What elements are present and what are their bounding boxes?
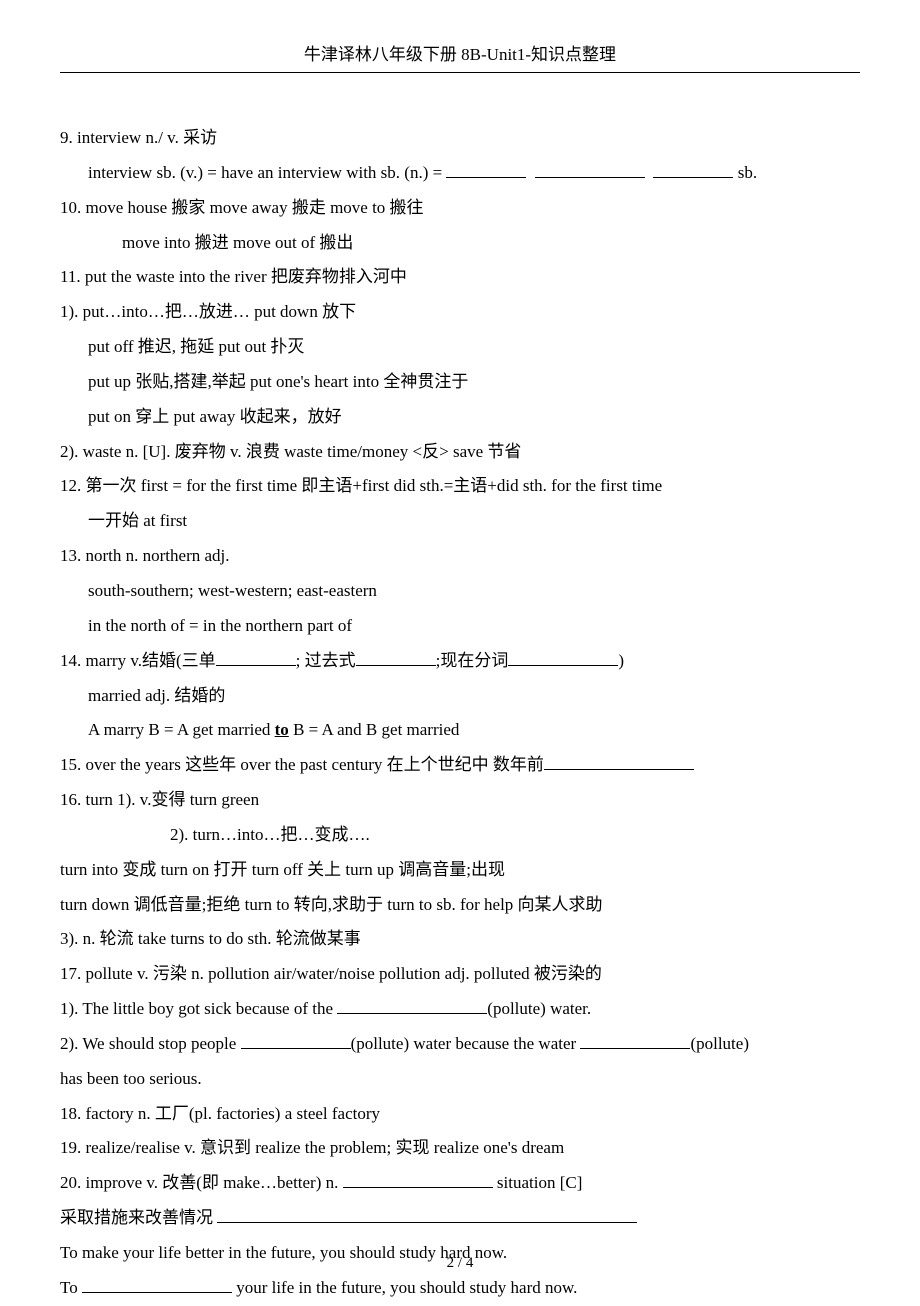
blank (356, 648, 436, 666)
item-16: 16. turn 1). v.变得 turn green (60, 783, 860, 818)
content-body: 9. interview n./ v. 采访 interview sb. (v.… (60, 121, 860, 1306)
blank (535, 160, 645, 178)
item-11-2: 2). waste n. [U]. 废弃物 v. 浪费 waste time/m… (60, 435, 860, 470)
text: To (60, 1278, 82, 1297)
item-14b: married adj. 结婚的 (60, 679, 860, 714)
blank (580, 1031, 690, 1049)
blank (446, 160, 526, 178)
item-12-sub: 一开始 at first (60, 504, 860, 539)
item-9-sub: interview sb. (v.) = have an interview w… (60, 156, 860, 191)
blank (653, 160, 733, 178)
item-14c: A marry B = A get married to B = A and B… (60, 713, 860, 748)
item-13c: in the north of = in the northern part o… (60, 609, 860, 644)
item-10: 10. move house 搬家 move away 搬走 move to 搬… (60, 191, 860, 226)
text: 14. marry v.结婚(三单 (60, 651, 216, 670)
text: situation [C] (493, 1173, 583, 1192)
item-15: 15. over the years 这些年 over the past cen… (60, 748, 860, 783)
item-9: 9. interview n./ v. 采访 (60, 121, 860, 156)
item-18: 18. factory n. 工厂(pl. factories) a steel… (60, 1097, 860, 1132)
text: (pollute) water because the water (351, 1034, 581, 1053)
text: sb. (733, 163, 757, 182)
blank (241, 1031, 351, 1049)
item-13b: south-southern; west-western; east-easte… (60, 574, 860, 609)
document-page: 牛津译林八年级下册 8B-Unit1-知识点整理 9. interview n.… (0, 0, 920, 1300)
item-16c: turn into 变成 turn on 打开 turn off 关上 turn… (60, 853, 860, 888)
item-10-sub: move into 搬进 move out of 搬出 (60, 226, 860, 261)
text: 2). We should stop people (60, 1034, 241, 1053)
text: (pollute) water. (487, 999, 591, 1018)
item-13: 13. north n. northern adj. (60, 539, 860, 574)
blank (337, 996, 487, 1014)
page-footer: 2 / 4 (0, 1255, 920, 1272)
underlined-to: to (275, 720, 289, 739)
item-11-1c: put up 张贴,搭建,举起 put one's heart into 全神贯… (60, 365, 860, 400)
text: 15. over the years 这些年 over the past cen… (60, 755, 544, 774)
item-20b: 采取措施来改善情况 (60, 1201, 860, 1236)
text: 20. improve v. 改善(即 make…better) n. (60, 1173, 343, 1192)
blank (217, 1205, 637, 1223)
item-16d: turn down 调低音量;拒绝 turn to 转向,求助于 turn to… (60, 888, 860, 923)
blank (544, 752, 694, 770)
blank (216, 648, 296, 666)
text: 1). The little boy got sick because of t… (60, 999, 337, 1018)
item-11-1d: put on 穿上 put away 收起来，放好 (60, 400, 860, 435)
item-16e: 3). n. 轮流 take turns to do sth. 轮流做某事 (60, 922, 860, 957)
text: (pollute) (690, 1034, 749, 1053)
page-number: 2 / 4 (447, 1255, 474, 1271)
item-14: 14. marry v.结婚(三单 ; 过去式 ;现在分词) (60, 644, 860, 679)
blank (508, 648, 618, 666)
item-11-1: 1). put…into…把…放进… put down 放下 (60, 295, 860, 330)
text: ; 过去式 (296, 651, 356, 670)
item-11: 11. put the waste into the river 把废弃物排入河… (60, 260, 860, 295)
item-21b: To your life in the future, you should s… (60, 1271, 860, 1306)
item-20: 20. improve v. 改善(即 make…better) n. situ… (60, 1166, 860, 1201)
item-11-1b: put off 推迟, 拖延 put out 扑灭 (60, 330, 860, 365)
text: interview sb. (v.) = have an interview w… (88, 163, 446, 182)
blank (343, 1170, 493, 1188)
item-12: 12. 第一次 first = for the first time 即主语+f… (60, 469, 860, 504)
item-17-2-end: has been too serious. (60, 1062, 860, 1097)
item-19: 19. realize/realise v. 意识到 realize the p… (60, 1131, 860, 1166)
header-title: 牛津译林八年级下册 8B-Unit1-知识点整理 (304, 45, 616, 64)
page-header: 牛津译林八年级下册 8B-Unit1-知识点整理 (60, 40, 860, 71)
item-17: 17. pollute v. 污染 n. pollution air/water… (60, 957, 860, 992)
text: B = A and B get married (289, 720, 460, 739)
blank (82, 1275, 232, 1293)
item-16b: 2). turn…into…把…变成…. (60, 818, 860, 853)
item-17-1: 1). The little boy got sick because of t… (60, 992, 860, 1027)
text: A marry B = A get married (88, 720, 275, 739)
item-17-2: 2). We should stop people (pollute) wate… (60, 1027, 860, 1062)
text: 采取措施来改善情况 (60, 1208, 217, 1227)
text: ;现在分词 (436, 651, 509, 670)
text: your life in the future, you should stud… (232, 1278, 577, 1297)
text: ) (618, 651, 624, 670)
